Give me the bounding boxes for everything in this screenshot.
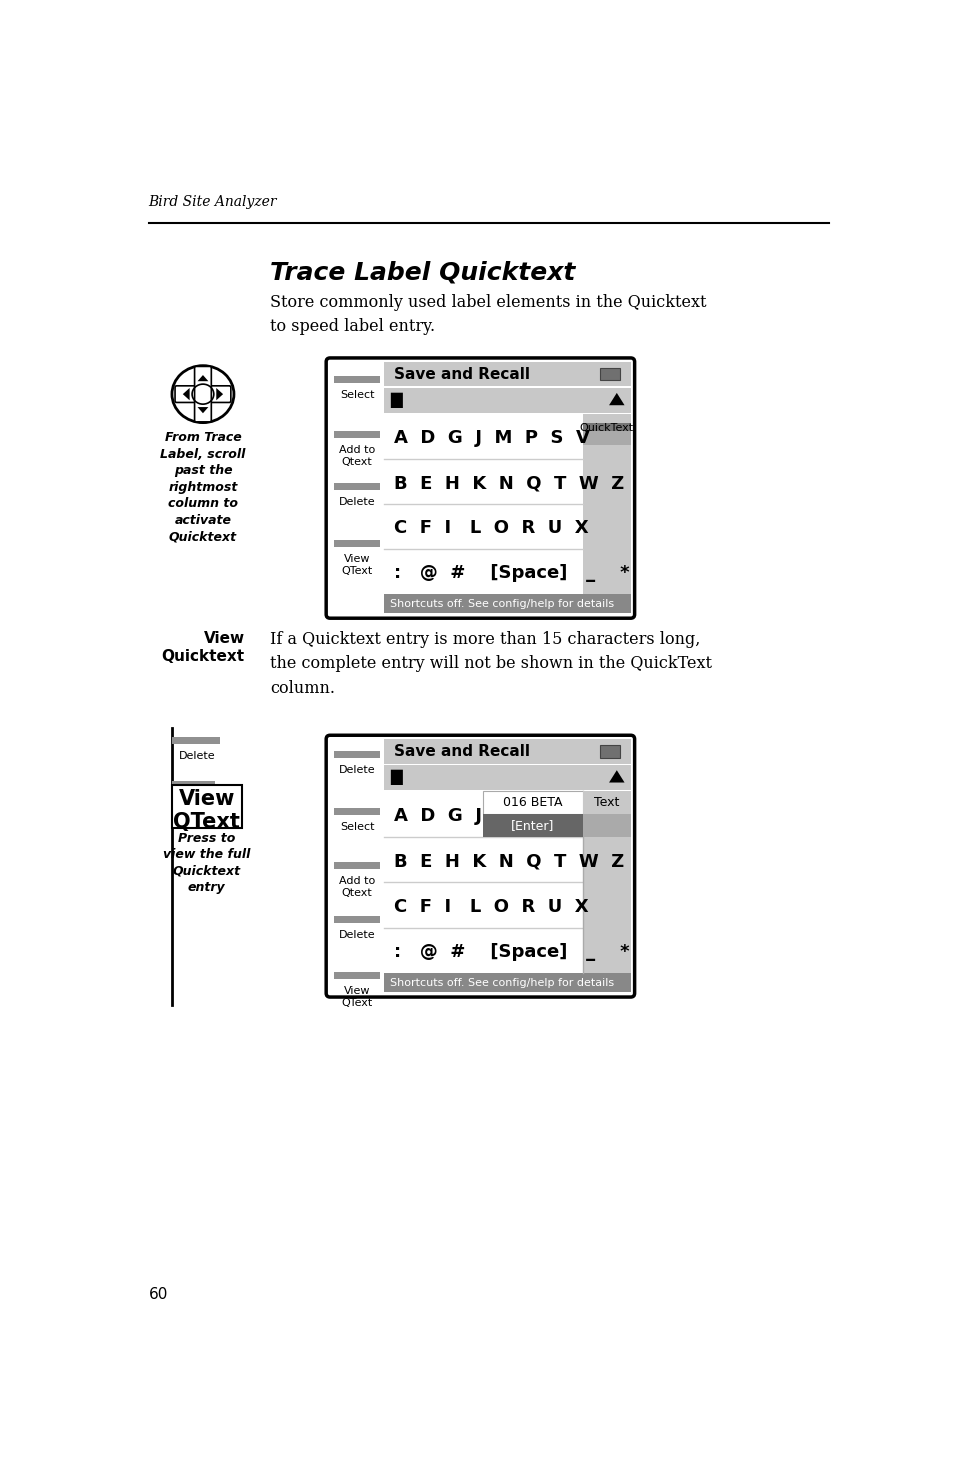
Bar — [482, 792, 582, 814]
Bar — [384, 974, 630, 991]
Bar — [582, 792, 630, 974]
Text: QuickText: QuickText — [579, 423, 633, 434]
Bar — [582, 792, 630, 814]
Polygon shape — [197, 375, 208, 381]
Bar — [172, 785, 241, 827]
Polygon shape — [197, 407, 208, 413]
Text: From Trace
Label, scroll
past the
rightmost
column to
activate
Quicktext: From Trace Label, scroll past the rightm… — [160, 431, 245, 543]
Bar — [582, 423, 630, 432]
Text: [Enter]: [Enter] — [511, 819, 554, 832]
Text: Text: Text — [594, 796, 618, 810]
FancyBboxPatch shape — [326, 358, 634, 618]
Bar — [334, 808, 380, 816]
Bar — [334, 540, 380, 547]
Text: A  D  G  J: A D G J — [394, 807, 481, 825]
Text: View
Quicktext: View Quicktext — [161, 631, 245, 664]
Text: View
QText: View QText — [341, 987, 373, 1007]
Polygon shape — [608, 392, 624, 406]
Text: Delete: Delete — [338, 931, 375, 940]
Text: C  F  I   L  O  R  U  X: C F I L O R U X — [394, 519, 588, 537]
Polygon shape — [183, 388, 190, 400]
FancyBboxPatch shape — [326, 735, 634, 997]
Text: A  D  G  J  M  P  S  V: A D G J M P S V — [394, 429, 589, 447]
Bar — [582, 814, 630, 836]
FancyBboxPatch shape — [174, 386, 231, 403]
Text: Save and Recall: Save and Recall — [394, 367, 529, 382]
Text: :   @  #    [Space]   _    *: : @ # [Space] _ * — [394, 565, 629, 583]
Text: █: █ — [390, 392, 402, 409]
Text: Trace Label Quicktext: Trace Label Quicktext — [270, 260, 576, 285]
Text: :   @  #    [Space]   _    *: : @ # [Space] _ * — [394, 943, 629, 962]
Text: Press to
view the full
Quicktext
entry: Press to view the full Quicktext entry — [163, 832, 251, 894]
Polygon shape — [216, 388, 223, 400]
Text: Delete: Delete — [338, 497, 375, 507]
Bar — [334, 972, 380, 979]
Text: B  E  H  K  N  Q  T  W  Z: B E H K N Q T W Z — [394, 475, 623, 493]
Bar — [384, 388, 630, 413]
Text: C  F  I   L  O  R  U  X: C F I L O R U X — [394, 898, 588, 916]
Text: Delete: Delete — [338, 764, 375, 774]
Text: Delete: Delete — [178, 751, 214, 761]
Bar — [599, 745, 619, 758]
Bar — [334, 484, 380, 490]
Text: Add to
Qtext: Add to Qtext — [338, 876, 375, 898]
Bar — [172, 738, 220, 743]
Bar — [599, 367, 619, 381]
Bar — [334, 916, 380, 923]
Bar — [384, 766, 630, 791]
Bar — [384, 792, 582, 974]
Text: If a Quicktext entry is more than 15 characters long,
the complete entry will no: If a Quicktext entry is more than 15 cha… — [270, 631, 712, 696]
Text: Shortcuts off. See config/help for details: Shortcuts off. See config/help for detai… — [390, 978, 614, 988]
Text: View
QText: View QText — [173, 789, 240, 832]
Polygon shape — [608, 770, 624, 783]
Text: Add to
Qtext: Add to Qtext — [338, 445, 375, 466]
Bar — [384, 414, 582, 594]
Bar — [334, 376, 380, 382]
Bar — [334, 751, 380, 758]
Bar — [384, 739, 630, 764]
Bar — [384, 594, 630, 612]
Text: Store commonly used label elements in the Quicktext
to speed label entry.: Store commonly used label elements in th… — [270, 294, 706, 335]
FancyBboxPatch shape — [194, 366, 212, 422]
Bar — [384, 361, 630, 386]
Bar — [582, 414, 630, 594]
Text: █: █ — [390, 770, 402, 785]
Text: Select: Select — [339, 822, 374, 832]
Bar — [334, 863, 380, 869]
Text: B  E  H  K  N  Q  T  W  Z: B E H K N Q T W Z — [394, 853, 623, 870]
Text: Save and Recall: Save and Recall — [394, 743, 529, 760]
Text: Bird Site Analyzer: Bird Site Analyzer — [149, 195, 277, 209]
Text: View
QText: View QText — [341, 555, 373, 575]
Bar — [582, 431, 630, 445]
Text: 016 BETA: 016 BETA — [502, 796, 562, 810]
Bar — [482, 814, 582, 836]
Bar — [172, 782, 214, 788]
Text: 60: 60 — [149, 1288, 168, 1302]
Text: Shortcuts off. See config/help for details: Shortcuts off. See config/help for detai… — [390, 599, 614, 609]
Bar — [334, 431, 380, 438]
Text: Select: Select — [339, 389, 374, 400]
